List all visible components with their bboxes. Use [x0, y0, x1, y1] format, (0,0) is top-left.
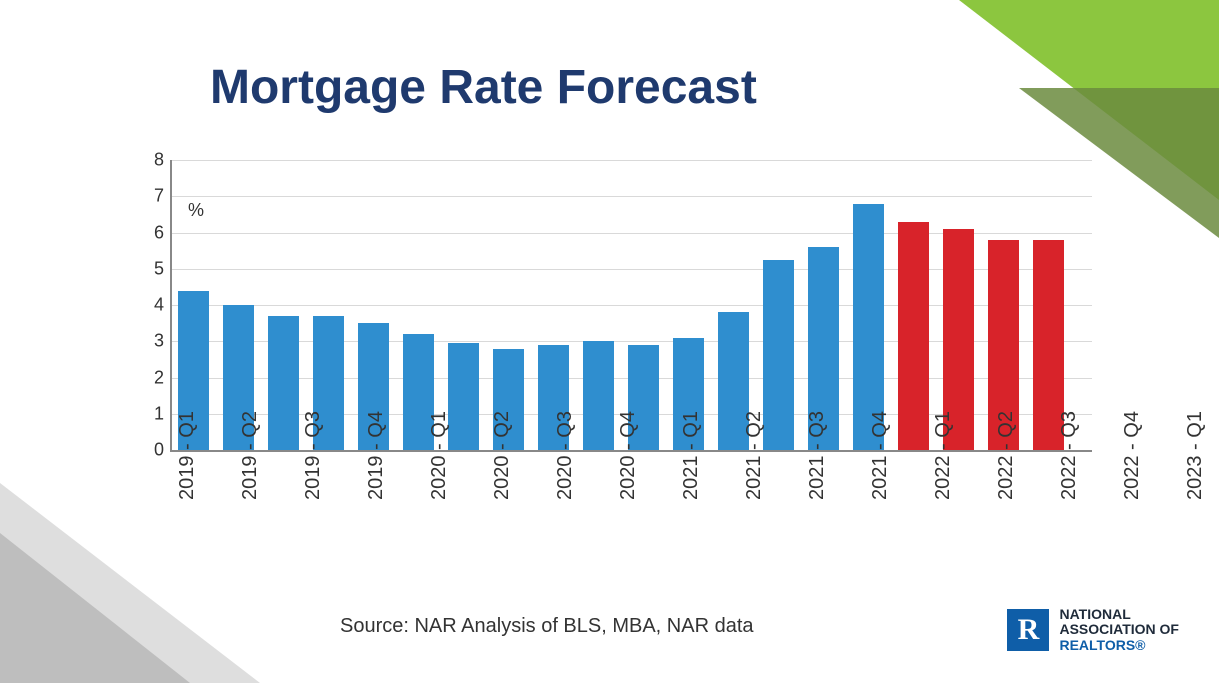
y-tick: 7	[154, 186, 164, 207]
x-label: 2022 - Q1	[932, 469, 955, 518]
x-label: 2021 - Q2	[743, 469, 766, 518]
y-tick: 8	[154, 150, 164, 171]
bar-historical	[448, 343, 479, 450]
x-label: 2021 - Q1	[680, 469, 703, 518]
y-tick: 6	[154, 222, 164, 243]
source-citation: Source: NAR Analysis of BLS, MBA, NAR da…	[340, 615, 754, 638]
x-label: 2022 - Q2	[995, 469, 1018, 518]
x-label: 2021 - Q3	[806, 469, 829, 518]
chart-title: Mortgage Rate Forecast	[210, 60, 757, 115]
x-label: 2023 - Q1	[1184, 469, 1207, 518]
x-label: 2022 - Q4	[1121, 469, 1144, 518]
decor-triangle-bottom-dark	[0, 533, 190, 683]
y-tick: 5	[154, 258, 164, 279]
x-label: 2019 - Q3	[302, 469, 325, 518]
bars-container	[172, 160, 1092, 450]
x-label: 2020 - Q1	[428, 469, 451, 518]
x-label: 2020 - Q4	[617, 469, 640, 518]
nar-logo-line2: ASSOCIATION OF	[1059, 622, 1179, 637]
nar-logo-line3: REALTORS®	[1059, 638, 1179, 653]
y-tick: 3	[154, 331, 164, 352]
y-tick: 1	[154, 403, 164, 424]
bar-historical	[268, 316, 299, 450]
y-tick: 2	[154, 367, 164, 388]
x-label: 2019 - Q1	[176, 469, 199, 518]
x-label: 2019 - Q2	[239, 469, 262, 518]
y-axis: 012345678	[130, 160, 170, 450]
x-label: 2022 - Q3	[1058, 469, 1081, 518]
nar-logo-line1: NATIONAL	[1059, 607, 1179, 622]
nar-logo-text: NATIONAL ASSOCIATION OF REALTORS®	[1059, 607, 1179, 653]
x-axis-labels: 2019 - Q12019 - Q22019 - Q32019 - Q42020…	[176, 462, 1096, 485]
nar-logo: R NATIONAL ASSOCIATION OF REALTORS®	[1007, 607, 1179, 653]
x-label: 2019 - Q4	[365, 469, 388, 518]
bar-historical	[583, 341, 614, 450]
bar-forecast	[898, 222, 929, 450]
x-label: 2020 - Q3	[554, 469, 577, 518]
x-label: 2020 - Q2	[491, 469, 514, 518]
y-tick: 0	[154, 440, 164, 461]
plot-area	[170, 160, 1092, 452]
unit-label: %	[188, 200, 204, 221]
y-tick: 4	[154, 295, 164, 316]
x-label: 2021 - Q4	[869, 469, 892, 518]
bar-historical	[763, 260, 794, 450]
nar-logo-mark: R	[1007, 609, 1049, 651]
